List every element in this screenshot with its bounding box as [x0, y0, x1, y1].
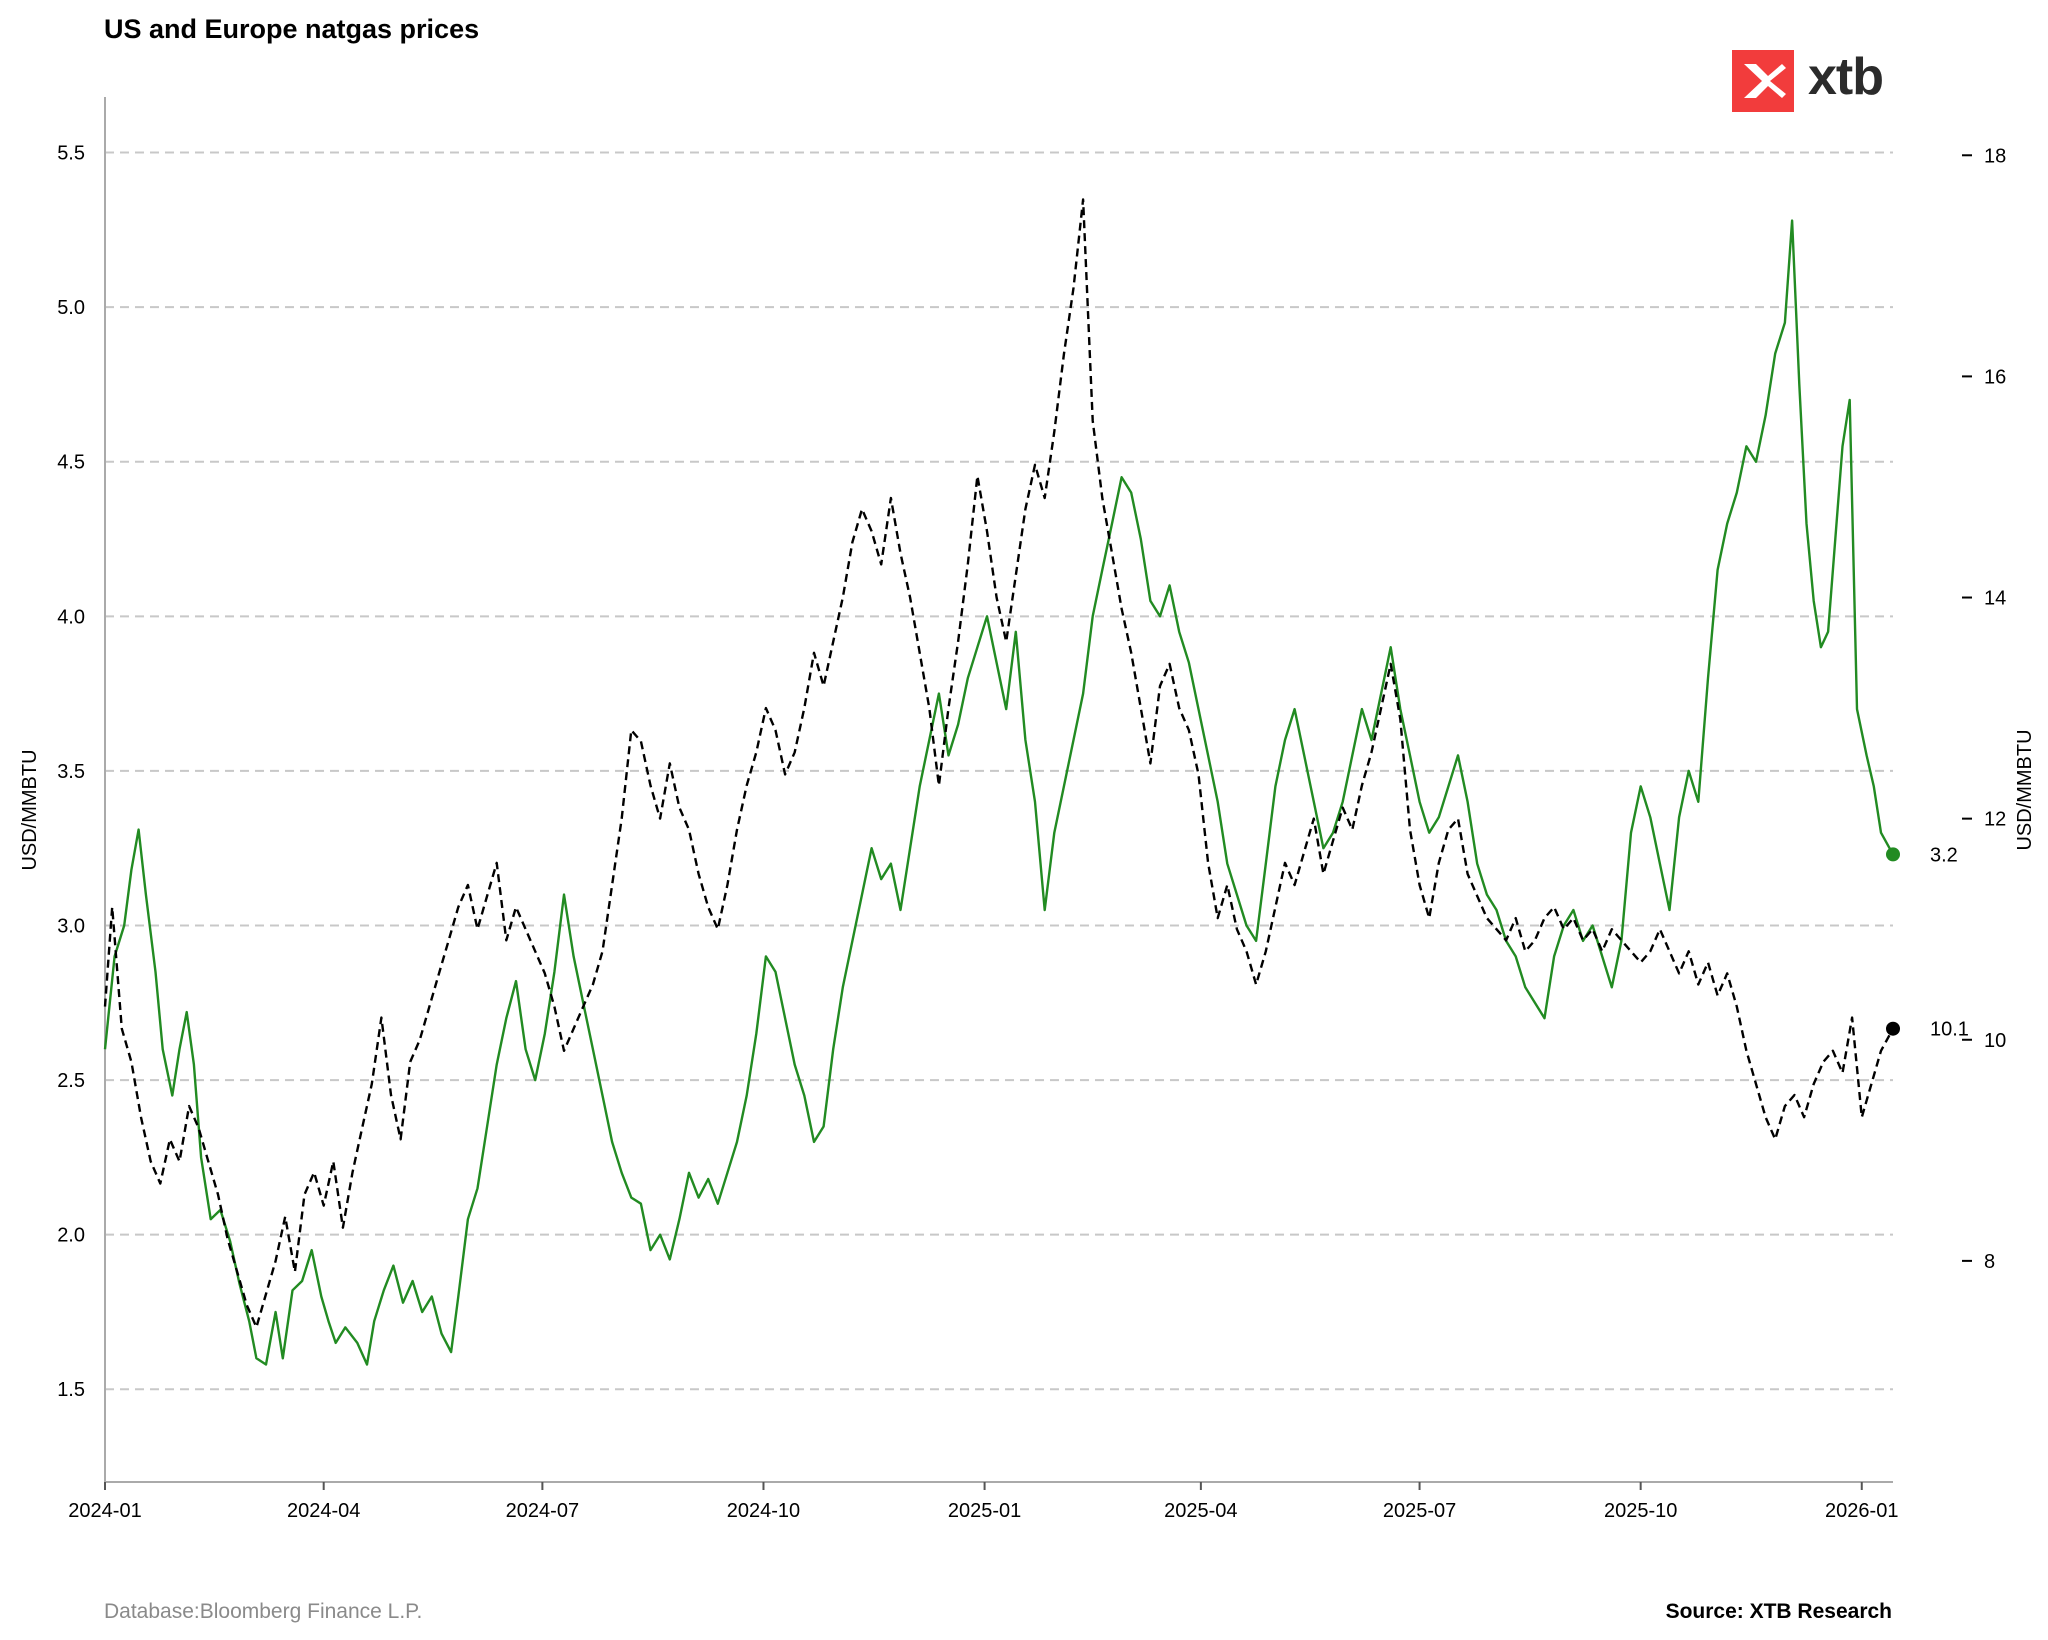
- x-tick-label: 2024-07: [506, 1500, 579, 1522]
- right-axis-title: USD/MMBTU: [2014, 729, 2036, 850]
- left-tick-label: 2.5: [57, 1070, 85, 1092]
- left-tick-label: 5.0: [57, 297, 85, 319]
- right-tick-label: 10: [1984, 1030, 2006, 1052]
- right-tick-label: 12: [1984, 809, 2006, 831]
- xtb-logo: [1732, 50, 1794, 112]
- x-tick-label: 2025-07: [1383, 1500, 1456, 1522]
- left-tick-label: 5.5: [57, 143, 85, 165]
- left-tick-label: 3.0: [57, 915, 85, 937]
- left-tick-label: 4.5: [57, 452, 85, 474]
- axis-labels: 1.5 2.0 2.5 3.0 3.5 4.0 4.5 5.0 5.5 2024-01 2024-0…: [57, 143, 2006, 1522]
- us-last-point: [1886, 847, 1900, 862]
- grid-lines: [105, 151, 1893, 1391]
- right-tick-label: 14: [1984, 588, 2006, 610]
- us-last-value-label: 3.2: [1930, 844, 1958, 866]
- left-tick-label: 1.5: [57, 1379, 85, 1401]
- source-note: Source: XTB Research: [1665, 1600, 1892, 1623]
- chart-title: US and Europe natgas prices: [104, 14, 480, 44]
- left-tick-label: 3.5: [57, 761, 85, 783]
- right-tick-label: 8: [1984, 1251, 1995, 1273]
- x-tick-label: 2025-10: [1604, 1500, 1677, 1522]
- x-tick-label: 2024-10: [727, 1500, 800, 1522]
- x-tick-label: 2025-04: [1164, 1500, 1237, 1522]
- europe-last-point: [1886, 1021, 1900, 1036]
- right-tick-label: 16: [1984, 366, 2006, 388]
- xtb-logo-text: xtb: [1808, 48, 1884, 106]
- right-tick-label: 18: [1984, 145, 2006, 167]
- left-tick-label: 4.0: [57, 606, 85, 628]
- axes: [104, 97, 1972, 1490]
- x-tick-label: 2024-01: [68, 1500, 141, 1522]
- xtb-logo-x-shape: [1744, 64, 1786, 98]
- series-lines: [103, 198, 1900, 1366]
- x-tick-label: 2025-01: [948, 1500, 1021, 1522]
- x-tick-label: 2024-04: [287, 1500, 360, 1522]
- x-tick-label: 2026-01: [1825, 1500, 1898, 1522]
- left-axis-title: USD/MMBTU: [19, 749, 41, 870]
- us-natgas-line: [103, 219, 1895, 1366]
- database-note: Database:Bloomberg Finance L.P.: [104, 1600, 423, 1623]
- europe-natgas-line: [103, 198, 1895, 1329]
- europe-last-value-label: 10.1: [1930, 1019, 1969, 1041]
- left-tick-label: 2.0: [57, 1225, 85, 1247]
